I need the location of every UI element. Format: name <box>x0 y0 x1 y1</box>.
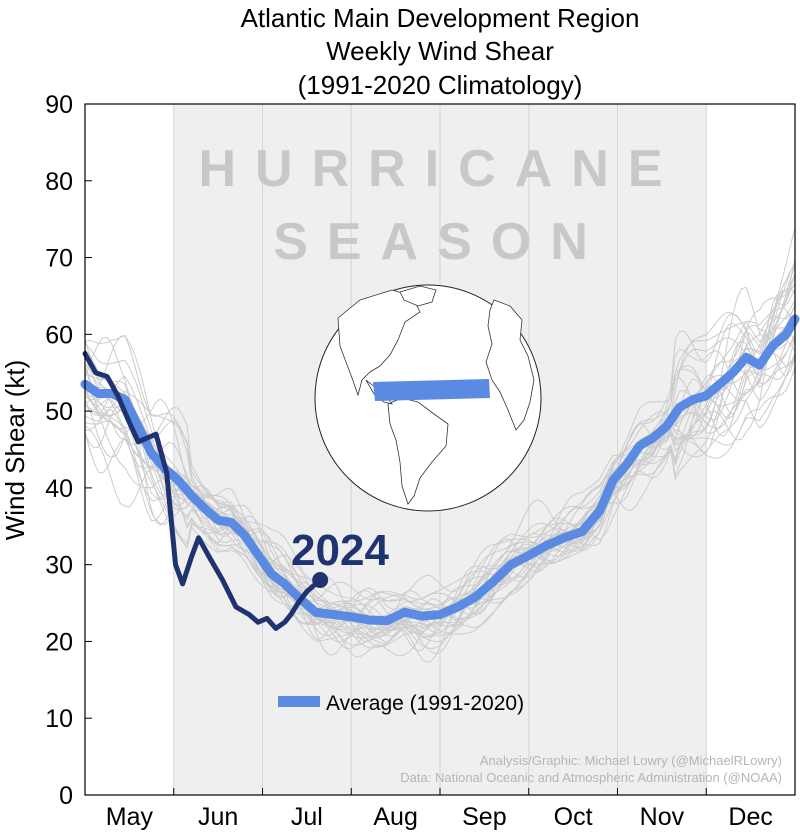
year-line <box>84 324 796 634</box>
title-line-1: Atlantic Main Development Region <box>241 3 640 33</box>
y-tick-label: 30 <box>45 552 73 580</box>
year-line <box>84 303 796 643</box>
y-tick-label: 20 <box>45 628 73 656</box>
europe-africa-outline <box>485 299 535 431</box>
south-america-outline <box>387 397 449 505</box>
y-tick-label: 80 <box>45 168 73 196</box>
y-tick-label: 10 <box>45 705 73 733</box>
title-line-3: (1991-2020 Climatology) <box>298 70 583 100</box>
globe-inset-map <box>314 284 542 512</box>
chart-title: Atlantic Main Development Region Weekly … <box>241 3 640 100</box>
greenland-outline <box>399 285 437 307</box>
year-line <box>84 287 796 658</box>
y-tick-label: 70 <box>45 245 73 273</box>
y-axis-label: Wind Shear (kt) <box>0 360 30 541</box>
label-2024: 2024 <box>291 526 389 575</box>
endpoint-2024 <box>312 572 329 589</box>
y-tick-label: 50 <box>45 398 73 426</box>
legend-swatch <box>278 696 320 707</box>
month-label: Jul <box>291 803 323 831</box>
y-tick-label: 0 <box>59 782 73 810</box>
year-line <box>84 266 796 652</box>
month-label: Aug <box>373 803 417 831</box>
legend: Average (1991-2020) <box>278 692 524 715</box>
average-line <box>80 314 800 626</box>
month-label: Sep <box>462 803 506 831</box>
watermark: HURRICANE SEASON <box>199 140 682 271</box>
year-line <box>84 352 796 638</box>
main-development-region-box <box>373 379 490 401</box>
credit-analysis: Analysis/Graphic: Michael Lowry (@Michae… <box>480 753 782 768</box>
month-label: Oct <box>554 803 593 831</box>
y-tick-label: 90 <box>45 91 73 119</box>
month-label: Nov <box>640 803 685 831</box>
year-line <box>84 282 796 643</box>
year-line <box>84 312 796 625</box>
average-series <box>80 314 800 626</box>
month-label: Jun <box>198 803 238 831</box>
year-line <box>84 321 796 642</box>
y-axis: 0 10 20 30 40 50 60 70 80 90 <box>45 91 92 810</box>
credit-data: Data: National Oceanic and Atmospheric A… <box>400 770 782 785</box>
x-axis: May Jun Jul Aug Sep Oct Nov Dec <box>106 788 773 831</box>
y-tick-label: 60 <box>45 321 73 349</box>
month-label: May <box>106 803 154 831</box>
line-2024 <box>82 351 323 631</box>
watermark-line-1: HURRICANE <box>199 140 682 198</box>
legend-label: Average (1991-2020) <box>326 692 524 715</box>
y-tick-label: 40 <box>45 475 73 503</box>
watermark-line-2: SEASON <box>273 213 607 271</box>
title-line-2: Weekly Wind Shear <box>326 36 554 66</box>
credits: Analysis/Graphic: Michael Lowry (@Michae… <box>400 753 782 785</box>
month-label: Dec <box>728 803 772 831</box>
series-2024: 2024 <box>82 351 389 631</box>
